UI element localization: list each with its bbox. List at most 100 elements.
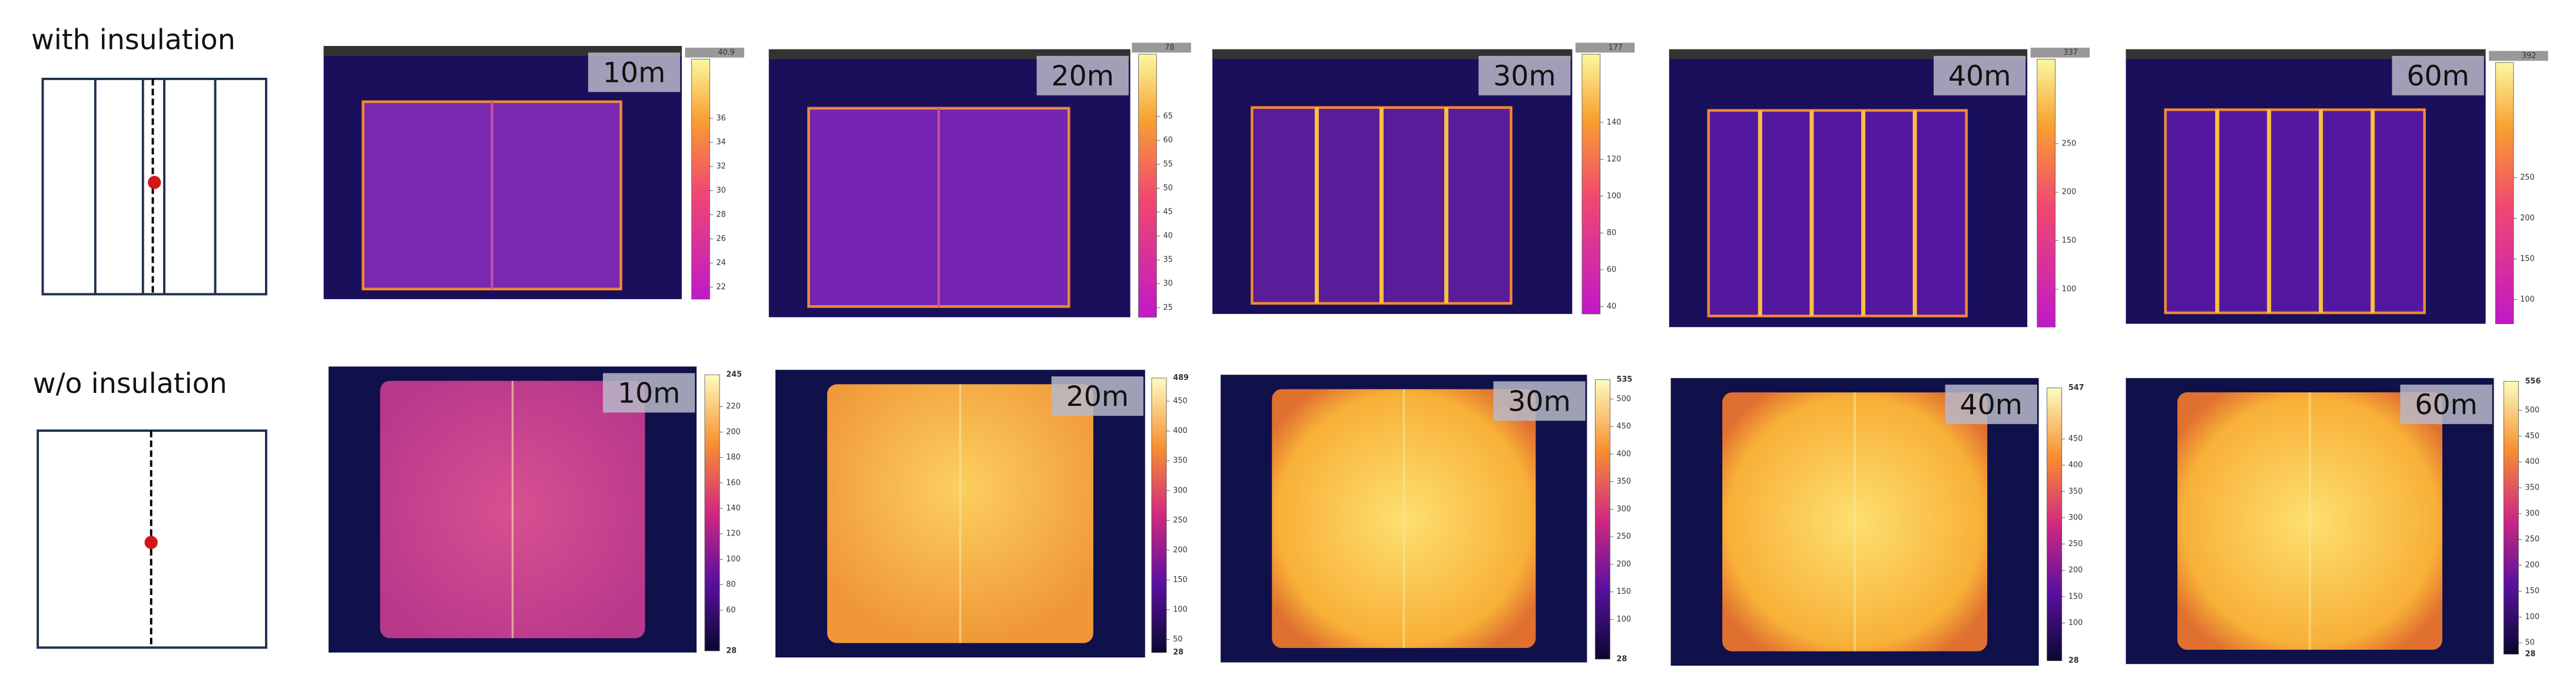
colorbar-tick-label: 100 (1173, 605, 1188, 614)
colorbar-tick-label: 35 (1163, 256, 1172, 265)
thermal-panel: 10m 60 80 100 120 140 160 180 200 220 245 28 (329, 366, 742, 655)
colorbar-tick-label: 300 (2525, 509, 2540, 518)
colorbar-max-label: 177 (1609, 43, 1623, 52)
colorbar-tick-label: 200 (1617, 560, 1632, 568)
colorbar-tick-label: 65 (1163, 112, 1172, 121)
colorbar-max-label: 489 (1173, 373, 1189, 382)
colorbar-min-label: 28 (2068, 656, 2079, 665)
colorbar-tick-label: 25 (1163, 303, 1172, 312)
colorbar-tick-label: 500 (1617, 395, 1632, 404)
thermal-panel: 20m 25 30 35 40 45 50 55 60 65 78 (768, 42, 1191, 318)
panel-label: 60m (2406, 60, 2469, 92)
panel-label: 10m (618, 378, 681, 410)
colorbar-tick-label: 200 (2520, 214, 2535, 223)
colorbar-tick-label: 30 (1163, 279, 1172, 288)
colorbar-tick-label: 45 (1163, 207, 1172, 216)
colorbar-tick-label: 250 (1173, 516, 1188, 525)
panel-label: 30m (1493, 60, 1556, 92)
colorbar-tick-label: 120 (726, 530, 741, 538)
colorbar-tick-label: 55 (1163, 160, 1172, 168)
colorbar-tick-label: 28 (717, 210, 726, 219)
thermal-panel: 30m 40 60 80 100 120 140 177 (1212, 42, 1635, 315)
colorbar-tick-label: 250 (2520, 173, 2535, 182)
colorbar-tick-label: 22 (717, 283, 726, 292)
colorbar-tick-label: 150 (1173, 576, 1188, 584)
label-box (1478, 55, 1571, 95)
colorbar-tick-label: 50 (2525, 639, 2535, 647)
label-box (602, 373, 695, 413)
label-box (2400, 384, 2492, 424)
colorbar-tick-label: 50 (1163, 184, 1172, 193)
colorbar-tick-label: 250 (2062, 139, 2077, 148)
colorbar-tick-label: 100 (1617, 615, 1632, 624)
colorbar-tick-label: 450 (2068, 435, 2083, 444)
colorbar (1138, 54, 1157, 318)
colorbar-tick-label: 34 (717, 138, 726, 147)
colorbar-max-label: 78 (1165, 43, 1174, 52)
colorbar-tick-label: 100 (2525, 613, 2540, 621)
colorbar-tick-label: 30 (717, 186, 726, 195)
colorbar-tick-label: 40 (1163, 232, 1172, 240)
colorbar-tick-label: 60 (726, 606, 735, 614)
colorbar-tick-label: 250 (1617, 533, 1632, 541)
colorbar (1582, 54, 1601, 315)
colorbar-max-label: 245 (726, 371, 742, 379)
colorbar-tick-label: 200 (2068, 566, 2083, 575)
label-box (588, 52, 681, 92)
colorbar-max-box (1132, 42, 1191, 53)
colorbar-tick-label: 400 (1617, 449, 1632, 458)
panel-label: 20m (1051, 60, 1114, 92)
colorbar-tick-label: 140 (726, 504, 741, 513)
colorbar (1594, 379, 1610, 660)
colorbar-tick-label: 150 (2520, 254, 2535, 263)
colorbar-tick-label: 160 (726, 478, 741, 487)
colorbar-tick-label: 26 (717, 234, 726, 243)
thermal-panel: 60m 100 150 200 250 392 (2126, 49, 2548, 325)
thermal-panel: 10m 22 24 26 28 30 32 34 36 40.9 (323, 46, 744, 300)
colorbar-tick-label: 100 (1607, 191, 1622, 200)
colorbar-max-box (2489, 51, 2548, 61)
colorbar-tick-label: 60 (1607, 265, 1616, 274)
colorbar-tick-label: 300 (1617, 505, 1632, 514)
colorbar (2495, 62, 2514, 325)
thermal-panel: 20m 50 100 150 200 250 300 350 400 450 489 28 (775, 369, 1189, 658)
colorbar (2037, 59, 2056, 328)
colorbar-tick-label: 350 (1617, 477, 1632, 486)
label-box (1036, 55, 1129, 95)
colorbar-tick-label: 400 (2068, 461, 2083, 470)
colorbar-tick-label: 200 (2062, 188, 2077, 197)
colorbar-tick-label: 60 (1163, 136, 1172, 145)
colorbar-max-label: 337 (2063, 48, 2078, 57)
label-box (1051, 376, 1143, 416)
roof-area (2165, 110, 2425, 313)
colorbar-tick-label: 150 (2525, 587, 2540, 596)
colorbar-min-label: 28 (726, 646, 737, 655)
colorbar (2047, 388, 2063, 662)
colorbar-tick-label: 200 (2525, 561, 2540, 570)
colorbar (2503, 381, 2519, 654)
colorbar-tick-label: 350 (2068, 487, 2083, 496)
colorbar-tick-label: 450 (1617, 422, 1632, 431)
colorbar-tick-label: 400 (2525, 458, 2540, 467)
colorbar-max-label: 535 (1617, 375, 1633, 384)
colorbar-tick-label: 150 (2062, 236, 2077, 245)
colorbar-tick-label: 200 (1173, 545, 1188, 554)
colorbar-tick-label: 300 (1173, 486, 1188, 495)
colorbar-tick-label: 100 (726, 555, 741, 564)
panel-label: 20m (1066, 381, 1129, 413)
frame-edge (2164, 108, 2426, 315)
panel-label: 10m (603, 57, 666, 90)
colorbar-max-box (1575, 42, 1635, 53)
panel-label: 30m (1508, 386, 1571, 418)
panel-label: 40m (1960, 389, 2023, 421)
colorbar-tick-label: 32 (717, 162, 726, 171)
colorbar-tick-label: 120 (1607, 155, 1622, 164)
thermal-panel: 40m 100 150 200 250 300 350 400 450 547 28 (1670, 378, 2084, 666)
colorbar-tick-label: 140 (1607, 118, 1622, 127)
colorbar-tick-label: 350 (2525, 484, 2540, 492)
colorbar (704, 374, 720, 652)
colorbar-tick-label: 200 (726, 428, 741, 437)
colorbar-tick-label: 40 (1607, 302, 1616, 311)
